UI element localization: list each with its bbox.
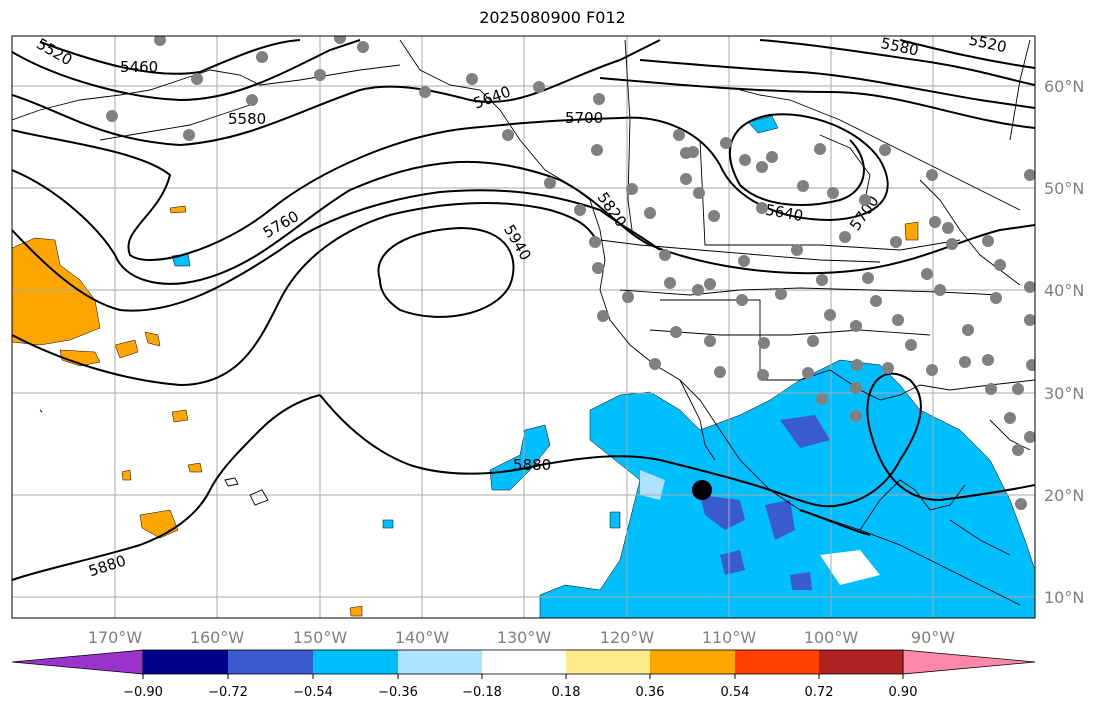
lon-tick: 100°W bbox=[804, 628, 859, 647]
lon-tick: 90°W bbox=[911, 628, 955, 647]
colorbar-tick: 0.54 bbox=[721, 685, 750, 700]
colorbar-segment bbox=[566, 650, 650, 674]
lon-tick: 170°W bbox=[88, 628, 143, 647]
colorbar-segment bbox=[143, 650, 228, 674]
colorbar-segment bbox=[902, 649, 1036, 675]
gridlines bbox=[12, 36, 1035, 618]
colorbar-segment bbox=[735, 650, 819, 674]
contour-label: 5580 bbox=[228, 110, 266, 128]
lat-tick: 60°N bbox=[1044, 77, 1084, 96]
colorbar-segment bbox=[482, 650, 566, 674]
latitude-ticks: 60°N 50°N 40°N 30°N 20°N 10°N bbox=[1044, 77, 1084, 607]
colorbar-segment bbox=[313, 650, 398, 674]
height-contours bbox=[12, 39, 1035, 581]
lon-tick: 160°W bbox=[190, 628, 245, 647]
map-frame bbox=[11, 35, 1036, 619]
contour-label: 5880 bbox=[513, 456, 551, 474]
lat-tick: 30°N bbox=[1044, 384, 1084, 403]
lat-tick: 50°N bbox=[1044, 179, 1084, 198]
colorbar: −0.90 −0.72 −0.54 −0.36 −0.18 0.18 0.36 … bbox=[11, 649, 1036, 700]
lon-tick: 130°W bbox=[497, 628, 552, 647]
colorbar-segment bbox=[228, 650, 313, 674]
colorbar-tick: 0.18 bbox=[552, 685, 581, 700]
colorbar-tick: −0.90 bbox=[123, 685, 163, 700]
longitude-ticks: 170°W 160°W 150°W 140°W 130°W 120°W 110°… bbox=[88, 628, 955, 647]
contour-label: 5700 bbox=[565, 109, 603, 127]
lat-tick: 40°N bbox=[1044, 281, 1084, 300]
colorbar-frame bbox=[142, 649, 904, 675]
lon-tick: 140°W bbox=[395, 628, 450, 647]
location-marker bbox=[692, 480, 712, 500]
station-markers bbox=[106, 36, 1035, 510]
colorbar-tick: −0.54 bbox=[293, 685, 333, 700]
lon-tick: 150°W bbox=[293, 628, 348, 647]
lat-tick: 10°N bbox=[1044, 588, 1084, 607]
colorbar-tick: 0.36 bbox=[636, 685, 665, 700]
colorbar-tick: −0.72 bbox=[208, 685, 248, 700]
lon-tick: 120°W bbox=[600, 628, 655, 647]
colorbar-segment bbox=[398, 650, 482, 674]
colorbar-segment bbox=[650, 650, 735, 674]
map-title: 2025080900 F012 bbox=[479, 8, 626, 27]
lon-tick: 110°W bbox=[702, 628, 757, 647]
colorbar-segment bbox=[819, 650, 903, 674]
lat-tick: 20°N bbox=[1044, 486, 1084, 505]
colorbar-tick: −0.18 bbox=[462, 685, 502, 700]
colorbar-tick: 0.72 bbox=[805, 685, 834, 700]
contour-label: 5580 bbox=[879, 34, 920, 60]
negative-anomaly-shading bbox=[171, 115, 1035, 618]
colorbar-tick: −0.36 bbox=[378, 685, 418, 700]
colorbar-segment bbox=[11, 649, 144, 675]
colorbar-tick: 0.90 bbox=[889, 685, 918, 700]
contour-label: 5460 bbox=[120, 58, 158, 76]
